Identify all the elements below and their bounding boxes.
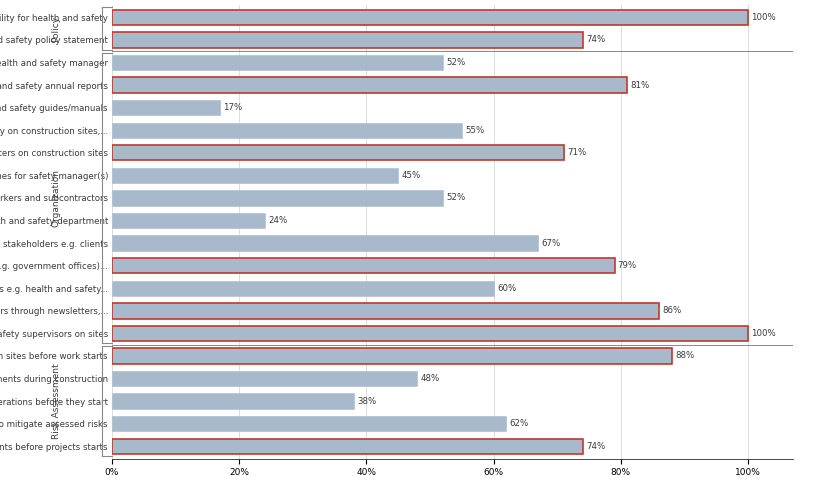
Bar [112, 393, 354, 409]
Text: 48%: 48% [421, 374, 440, 383]
Text: 81%: 81% [631, 81, 650, 89]
Text: 55%: 55% [465, 126, 485, 135]
Bar [112, 168, 398, 183]
Text: 100%: 100% [751, 329, 776, 338]
Text: 52%: 52% [446, 193, 466, 203]
Bar [112, 439, 583, 454]
Text: 62%: 62% [510, 419, 529, 428]
Bar [112, 348, 671, 364]
Text: 52%: 52% [446, 58, 466, 67]
Text: Organization: Organization [51, 169, 61, 227]
Bar [112, 325, 748, 341]
Text: 45%: 45% [402, 171, 421, 180]
Text: 71%: 71% [567, 148, 586, 157]
Bar [112, 190, 443, 205]
Text: 79%: 79% [618, 261, 637, 270]
Bar [112, 55, 443, 70]
Text: 86%: 86% [662, 306, 681, 315]
Bar [112, 78, 627, 93]
Bar [112, 10, 748, 25]
Bar [112, 213, 265, 228]
Bar [112, 235, 538, 251]
Bar [112, 122, 461, 138]
Text: Risk Assessment: Risk Assessment [51, 364, 61, 439]
Text: 60%: 60% [497, 284, 516, 293]
Text: 88%: 88% [675, 351, 694, 361]
Bar [112, 32, 583, 47]
Text: 100%: 100% [751, 13, 776, 22]
Bar [112, 303, 659, 319]
Bar [112, 371, 417, 386]
Bar [112, 145, 564, 161]
Text: 74%: 74% [586, 442, 605, 451]
Bar [112, 100, 220, 115]
Bar [112, 258, 614, 273]
Text: 17%: 17% [223, 103, 242, 112]
Bar [112, 416, 506, 431]
Text: 67%: 67% [541, 239, 560, 247]
Text: 38%: 38% [357, 397, 376, 406]
Text: 74%: 74% [586, 35, 605, 44]
Text: 24%: 24% [268, 216, 287, 225]
Text: Policy: Policy [51, 16, 61, 41]
Bar [112, 281, 494, 296]
